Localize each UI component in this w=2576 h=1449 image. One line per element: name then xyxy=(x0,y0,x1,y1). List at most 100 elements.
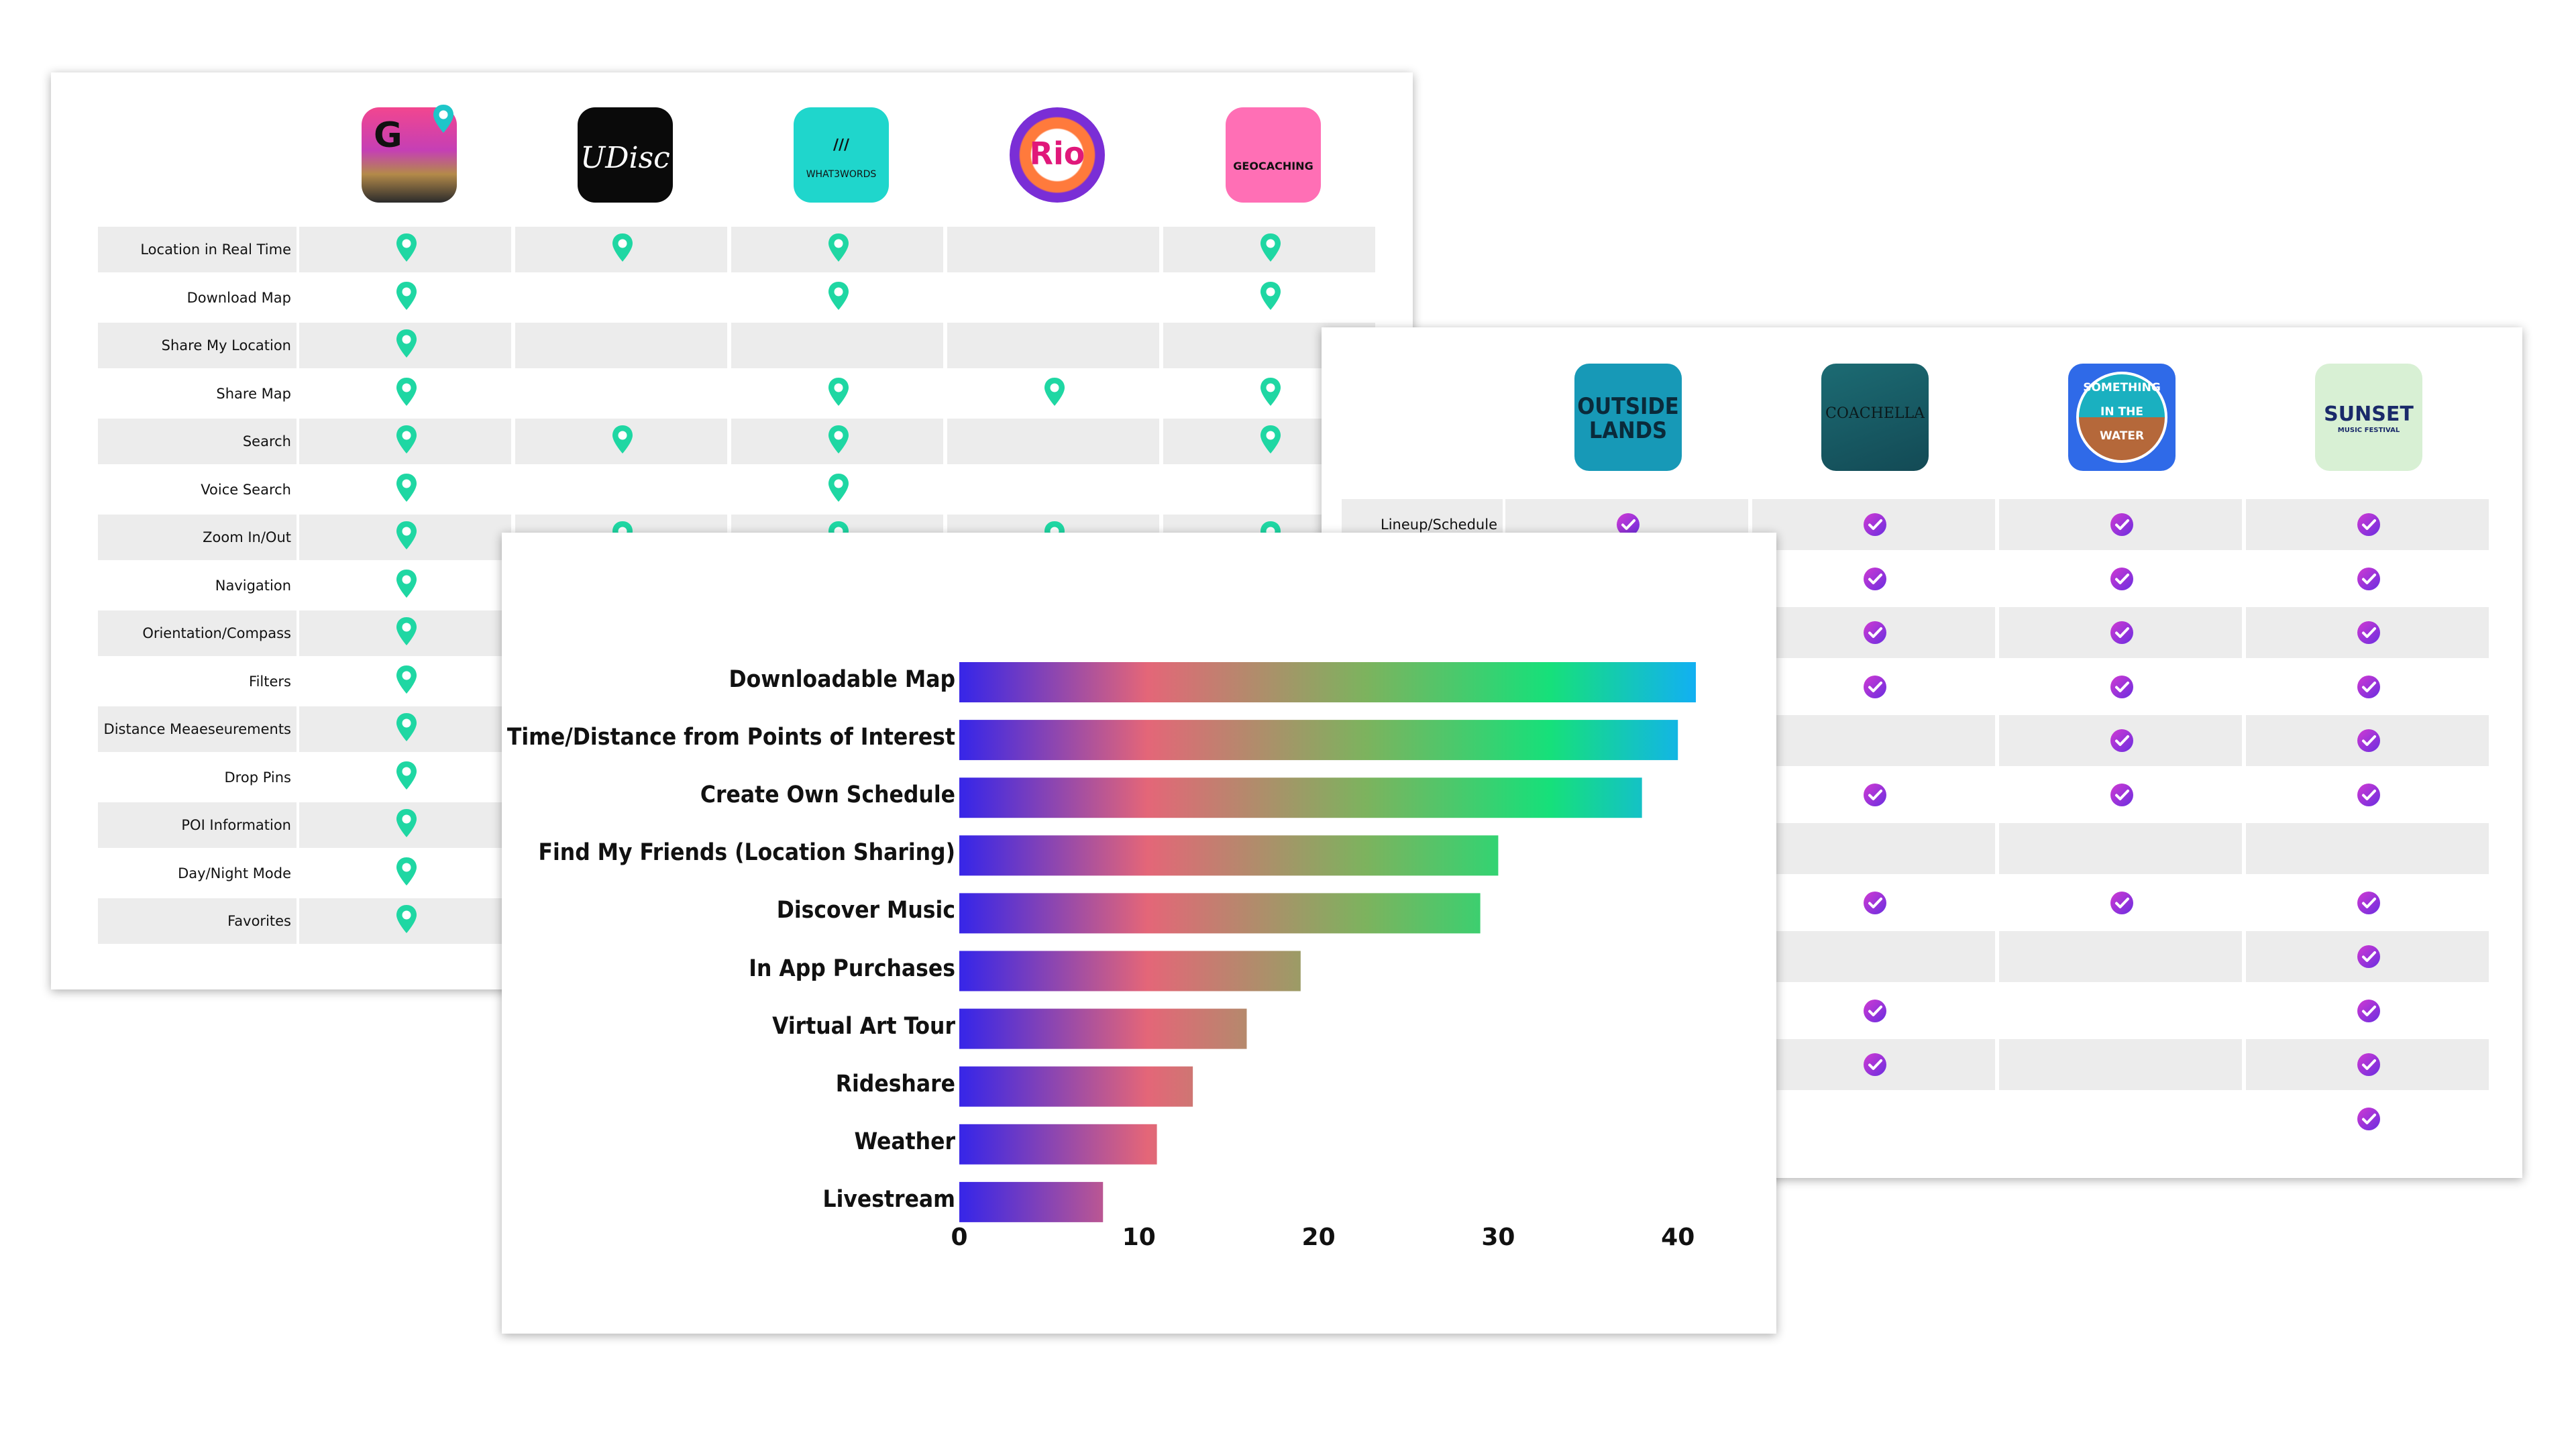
location-pin-icon xyxy=(610,232,635,266)
geocaching-app-icon: GEOCACHING xyxy=(1226,107,1321,203)
table-cell xyxy=(299,659,511,704)
bar-category-label: Rideshare xyxy=(835,1070,955,1097)
label-cell: Voice Search xyxy=(98,467,297,513)
table-row: Zoom In/Out xyxy=(51,515,1413,560)
check-circle-icon xyxy=(2109,566,2135,595)
festival-icon-label: SOMETHING xyxy=(2083,381,2161,394)
table-cell xyxy=(1999,985,2242,1036)
bar xyxy=(959,662,1696,702)
table-row xyxy=(1322,661,2522,712)
bar-category-label: Livestream xyxy=(822,1185,956,1213)
table-cell xyxy=(2246,715,2489,766)
table-cell xyxy=(1163,371,1375,417)
table-row xyxy=(1322,985,2522,1036)
table-cell xyxy=(515,323,727,368)
check-circle-icon xyxy=(2356,674,2381,703)
table-cell xyxy=(1999,1093,2242,1144)
festival-icon-label: LANDS xyxy=(1589,417,1668,444)
check-circle-icon xyxy=(2109,890,2135,919)
feature-label: Lineup/Schedule xyxy=(1381,517,1497,533)
festival-icon-label: SUNSET xyxy=(2324,402,2414,426)
table-cell xyxy=(299,898,511,944)
table-cell xyxy=(1999,607,2242,658)
table-row xyxy=(1322,553,2522,604)
check-circle-icon xyxy=(2109,728,2135,757)
what3words-glyph: /// xyxy=(833,137,850,154)
feature-label: Search xyxy=(242,433,291,449)
table-cell xyxy=(1752,1093,1995,1144)
location-pin-icon xyxy=(394,568,419,602)
table-row: Share Map xyxy=(51,371,1413,417)
table-cell xyxy=(947,371,1159,417)
check-circle-icon xyxy=(2356,1052,2381,1081)
table-row: Download Map xyxy=(51,275,1413,321)
something-in-the-water-app-icon: SOMETHING IN THE WATER xyxy=(2068,364,2176,471)
location-pin-icon xyxy=(1258,280,1283,315)
table-cell xyxy=(2246,823,2489,874)
label-cell: Share Map xyxy=(98,371,297,417)
table-cell xyxy=(1752,553,1995,604)
table-cell xyxy=(1999,661,2242,712)
check-circle-icon xyxy=(1862,620,1888,649)
label-cell: Search xyxy=(98,419,297,464)
feature-label: Drop Pins xyxy=(224,769,291,786)
label-cell: Filters xyxy=(98,659,297,704)
location-pin-icon xyxy=(394,280,419,315)
table-row: Location in Real Time xyxy=(51,227,1413,272)
bar-category-label: Discover Music xyxy=(776,897,955,924)
table-cell xyxy=(1999,1039,2242,1090)
app-icon-label: Rio xyxy=(1029,136,1085,172)
table-cell xyxy=(1999,715,2242,766)
location-pin-icon xyxy=(826,472,851,506)
check-circle-icon xyxy=(1862,890,1888,919)
table-cell xyxy=(731,419,943,464)
table-cell xyxy=(1163,275,1375,321)
table-cell xyxy=(299,323,511,368)
check-circle-icon xyxy=(2109,674,2135,703)
app-icon-label: G xyxy=(374,115,402,156)
check-circle-icon xyxy=(1862,1052,1888,1081)
bar-category-label: Create Own Schedule xyxy=(700,782,955,809)
check-circle-icon xyxy=(2356,890,2381,919)
location-pin-icon xyxy=(394,376,419,411)
location-pin-icon xyxy=(394,472,419,506)
table-cell xyxy=(1752,877,1995,928)
feature-label: Share Map xyxy=(216,385,291,402)
table-cell xyxy=(2246,877,2489,928)
location-pin-icon xyxy=(394,712,419,746)
check-circle-icon xyxy=(1862,566,1888,595)
location-pin-icon xyxy=(394,616,419,650)
bar-category-label: Downloadable Map xyxy=(729,666,955,693)
category-labels: Downloadable Map Time/Distance from Point… xyxy=(502,533,955,1334)
feature-label: Voice Search xyxy=(201,481,291,498)
table-cell xyxy=(299,851,511,896)
rio-olympics-app-icon: Rio xyxy=(1010,107,1105,203)
table-cell xyxy=(299,515,511,560)
label-cell: Orientation/Compass xyxy=(98,610,297,656)
check-circle-icon xyxy=(2109,512,2135,541)
bar xyxy=(959,835,1499,876)
location-pin-icon xyxy=(826,280,851,315)
table-row: Share My Location xyxy=(51,323,1413,368)
app-icon-label: UDisc xyxy=(580,141,670,175)
table-row: Search xyxy=(51,419,1413,464)
feature-label: Orientation/Compass xyxy=(142,625,291,641)
feature-label: Navigation xyxy=(215,577,291,594)
label-cell: POI Information xyxy=(98,802,297,848)
check-circle-icon xyxy=(2356,728,2381,757)
table-cell xyxy=(1752,769,1995,820)
x-axis-tick-labels: 0 10 20 30 40 xyxy=(502,533,1776,1334)
table-cell xyxy=(2246,1039,2489,1090)
location-pin-icon xyxy=(394,664,419,698)
table-cell xyxy=(2246,1093,2489,1144)
check-circle-icon xyxy=(2356,944,2381,973)
location-pin-icon xyxy=(394,328,419,362)
bar-category-label: Time/Distance from Points of Interest xyxy=(506,724,955,751)
label-cell: Drop Pins xyxy=(98,755,297,800)
table-cell xyxy=(2246,499,2489,550)
table-row: Drop Pins xyxy=(51,755,1413,800)
what3words-app-icon: /// WHAT3WORDS xyxy=(794,107,889,203)
check-circle-icon xyxy=(1862,998,1888,1027)
table-cell xyxy=(1752,661,1995,712)
table-cell xyxy=(299,467,511,513)
